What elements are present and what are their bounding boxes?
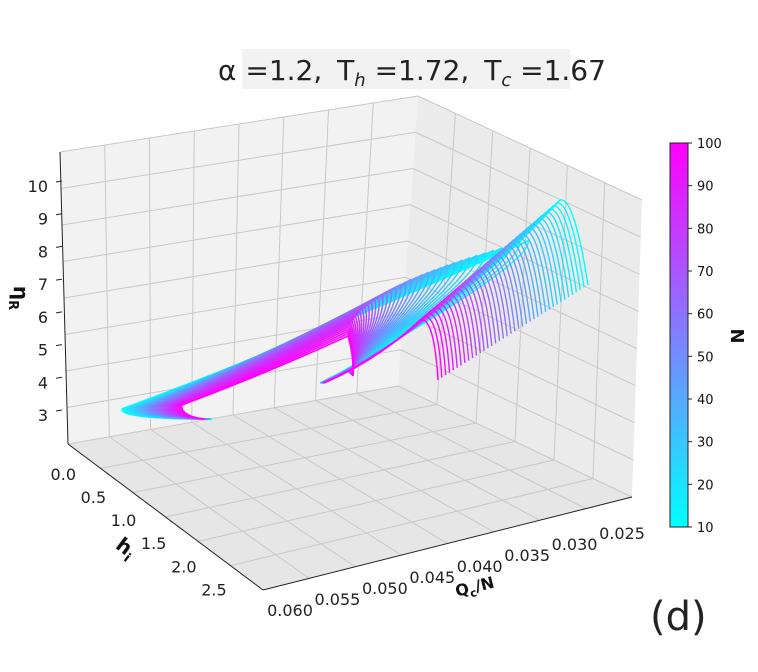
z-axis-label-sub: R [5,300,20,310]
series-curve [170,317,358,420]
z-tick-label: 6 [38,308,48,327]
x-axis-label: Qc/N [453,573,497,604]
grid-line [104,144,110,437]
z-tick-mark [55,376,63,379]
y-axis-label: hi [109,532,141,566]
grid-line [230,478,594,567]
x-tick-label: 0.060 [267,601,313,620]
x-tick-label: 0.045 [409,568,455,587]
back-pane [398,96,642,497]
z-axis-label: ηR [5,286,33,310]
colorbar-ticks: 100 90 80 70 60 50 40 30 20 10 [688,137,722,536]
y-axis-label-main: h [112,532,138,560]
series-curve [181,334,354,420]
colorbar-tick-label: 90 [697,180,714,195]
z-tick-label: 8 [38,242,48,261]
y-tick-label: 2.5 [201,580,226,599]
x-tick-label: 0.040 [457,557,503,576]
data-curves [121,199,589,420]
title-th: T [336,54,355,87]
grid-line [132,422,477,494]
x-tick-label: 0.050 [362,579,408,598]
title-th-sub: h [354,70,365,91]
colorbar-tick-label: 70 [697,265,714,280]
x-axis-line [262,496,633,591]
panel-label: (d) [650,594,707,640]
grid-line [592,182,606,479]
grid-line [165,441,516,518]
z-axis-line [59,151,69,445]
colorbar: 100 90 80 70 60 50 40 30 20 10 N [669,137,747,536]
z-tick-mark [55,180,63,183]
svg-text:ηR: ηR [5,286,33,310]
y-tick-label: 0.0 [51,465,76,484]
y-tick-label: 1.0 [111,511,136,530]
grid-line [315,109,329,401]
grid-line [149,137,151,430]
title-alpha: α =1.2, [218,54,322,87]
title-tc-sub: c [501,70,511,91]
x-axis-label-tail: /N [473,573,496,596]
y-tick-label: 0.5 [81,488,106,507]
colorbar-tick-label: 20 [697,478,714,493]
series-curve [323,319,439,384]
colorbar-tick-label: 30 [697,436,714,451]
z-axis-label-main: η [9,286,33,300]
title-th-val: =1.72, [366,54,470,87]
x-axis-label-main: Q [453,579,471,601]
axis-lines [59,151,633,591]
z-tick-mark [55,311,63,314]
y-axis-line [67,443,264,591]
y-tick-label: 1.5 [141,534,166,553]
colorbar-tick-label: 60 [697,308,714,323]
colorbar-tick-label: 50 [697,350,714,365]
y-axis-ticks: 0.0 0.5 1.0 1.5 2.0 2.5 [51,465,227,599]
colorbar-tick-label: 40 [697,393,714,408]
z-axis-ticks: 3 4 5 6 7 8 9 10 [28,177,63,425]
z-tick-mark [55,344,63,347]
z-tick-label: 10 [28,177,48,196]
z-tick-label: 5 [38,341,48,360]
svg-text:Qc/N: Qc/N [453,573,497,604]
z-tick-label: 4 [38,373,48,392]
grid-line [553,165,568,461]
series-curve [173,322,356,420]
colorbar-tick-label: 10 [697,521,714,536]
title-tc-val: =1.67 [511,54,606,87]
z-tick-mark [55,278,63,281]
svg-text:α =1.2, Th =1.72,: α =1.2, Th =1.72, Tc =1.67 [218,54,606,91]
series-curve [171,320,356,420]
colorbar-gradient [669,142,689,528]
title-tc: T [483,54,502,87]
grid-line [197,459,555,542]
z-tick-mark [55,213,63,216]
x-axis-label-sub: c [469,586,478,600]
grid-lines [59,95,643,579]
colorbar-label: N [726,328,747,343]
z-tick-label: 3 [38,406,48,425]
colorbar-tick-label: 80 [697,222,714,237]
z-tick-mark [55,409,63,412]
x-tick-label: 0.025 [599,524,645,543]
grid-line [191,130,195,423]
x-tick-label: 0.035 [504,546,550,565]
z-tick-label: 9 [38,210,48,229]
chart-title: α =1.2, Th =1.72, Tc =1.67 [218,49,606,91]
x-tick-label: 0.055 [315,590,361,609]
x-tick-label: 0.030 [552,535,598,554]
y-tick-label: 2.0 [171,557,196,576]
z-tick-label: 7 [38,275,48,294]
colorbar-tick-label: 100 [697,137,722,152]
grid-line [100,404,438,469]
z-tick-mark [55,245,63,248]
series-curve [175,325,355,420]
svg-text:hi: hi [109,532,141,566]
